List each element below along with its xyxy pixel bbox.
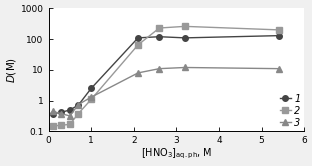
1 bbox=[59, 111, 63, 113]
2 bbox=[277, 29, 280, 31]
3 bbox=[277, 68, 280, 70]
2 bbox=[51, 125, 55, 127]
3 bbox=[89, 96, 93, 98]
3 bbox=[158, 68, 161, 70]
2 bbox=[136, 44, 140, 46]
1 bbox=[89, 87, 93, 89]
2 bbox=[59, 124, 63, 126]
3 bbox=[68, 115, 72, 117]
1 bbox=[68, 109, 72, 111]
X-axis label: $[\mathrm{HNO_3}]_{\mathrm{aq.ph}}$, M: $[\mathrm{HNO_3}]_{\mathrm{aq.ph}}$, M bbox=[141, 147, 212, 161]
Line: 2: 2 bbox=[50, 24, 281, 129]
Legend: 1, 2, 3: 1, 2, 3 bbox=[279, 93, 301, 129]
1 bbox=[76, 104, 80, 106]
2 bbox=[89, 98, 93, 100]
1 bbox=[158, 36, 161, 38]
3 bbox=[76, 104, 80, 106]
Line: 3: 3 bbox=[50, 65, 281, 119]
1 bbox=[183, 37, 187, 39]
Y-axis label: $D(\mathrm{M})$: $D(\mathrm{M})$ bbox=[5, 57, 18, 83]
1 bbox=[51, 113, 55, 115]
2 bbox=[158, 27, 161, 29]
3 bbox=[51, 110, 55, 112]
Line: 1: 1 bbox=[50, 33, 281, 116]
3 bbox=[59, 113, 63, 115]
2 bbox=[183, 25, 187, 27]
1 bbox=[277, 35, 280, 37]
2 bbox=[68, 123, 72, 125]
3 bbox=[136, 72, 140, 74]
2 bbox=[76, 113, 80, 115]
1 bbox=[136, 37, 140, 39]
3 bbox=[183, 67, 187, 69]
